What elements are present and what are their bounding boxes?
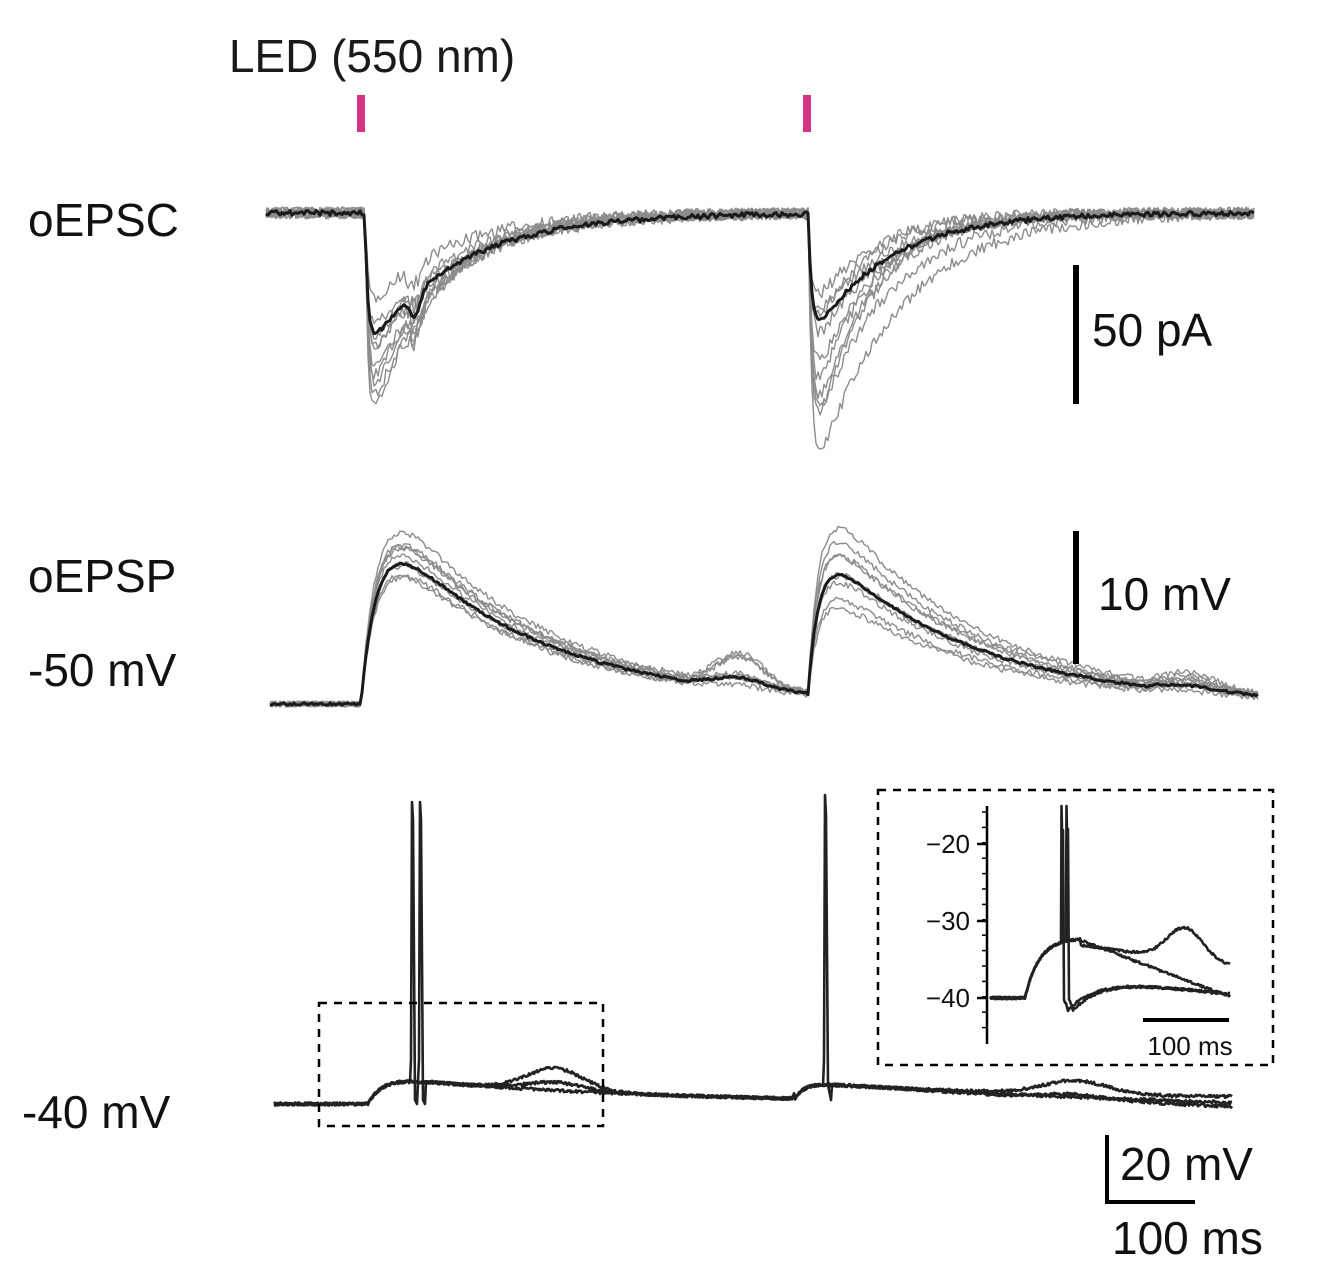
epsp-trial-2 bbox=[269, 574, 1259, 708]
epsp-hold-label: -50 mV bbox=[28, 644, 177, 696]
spike-trace-3 bbox=[273, 1078, 1234, 1109]
spike-traces bbox=[273, 793, 1234, 1109]
epsp-mean-trace bbox=[269, 561, 1259, 707]
spike-trace-1 bbox=[273, 793, 1233, 1107]
epsp-trial-7 bbox=[269, 543, 1259, 708]
epsc-trial-9 bbox=[265, 206, 1255, 416]
inset-trace-4 bbox=[989, 925, 1231, 1001]
inset-tick-label-2: −30 bbox=[926, 906, 970, 936]
inset-traces bbox=[989, 804, 1232, 1013]
inset-scale-label: 100 ms bbox=[1147, 1031, 1232, 1061]
zoom-region-box bbox=[317, 1001, 605, 1128]
epsc-label: oEPSC bbox=[28, 194, 179, 246]
inset-tick-label-3: −40 bbox=[926, 983, 970, 1013]
led-marker-2 bbox=[803, 95, 811, 132]
spikes-scale-v-label: 20 mV bbox=[1120, 1138, 1253, 1190]
inset-tick-label-1: −20 bbox=[926, 829, 970, 859]
inset-trace-2 bbox=[989, 804, 1231, 1012]
led-label: LED (550 nm) bbox=[229, 30, 515, 82]
epsc-trial-7 bbox=[265, 206, 1255, 400]
led-marker-1 bbox=[357, 95, 365, 132]
epsp-label: oEPSP bbox=[28, 550, 176, 602]
epsp-trial-5 bbox=[269, 553, 1259, 708]
inset-trace-1 bbox=[989, 804, 1232, 1013]
epsc-scale-label: 50 pA bbox=[1092, 304, 1213, 356]
spikes-scale-t-label: 100 ms bbox=[1112, 1212, 1263, 1264]
spike-trace-2 bbox=[273, 800, 1233, 1107]
epsc-mean-trace bbox=[265, 209, 1255, 336]
epsp-mean-line bbox=[269, 561, 1259, 707]
spikes-hold-label: -40 mV bbox=[22, 1086, 171, 1138]
inset-frame bbox=[876, 788, 1275, 1067]
epsc-mean-line bbox=[265, 209, 1255, 336]
epsp-scale-label: 10 mV bbox=[1098, 568, 1231, 620]
